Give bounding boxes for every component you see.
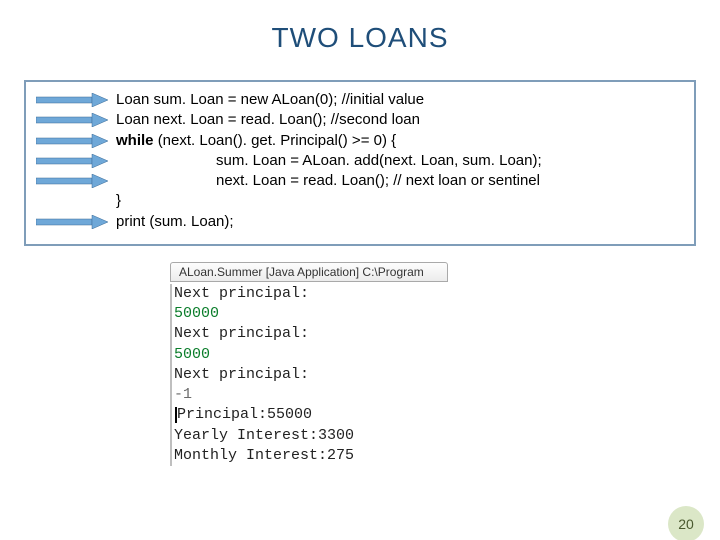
- code-line: Loan sum. Loan = new ALoan(0); //initial…: [36, 90, 684, 110]
- console-body: Next principal:50000Next principal:5000N…: [170, 284, 590, 466]
- page-number-badge: 20: [668, 506, 704, 540]
- console-line: 50000: [174, 304, 590, 324]
- console-line: Yearly Interest:3300: [174, 426, 590, 446]
- code-text: }: [116, 191, 121, 211]
- arrow-icon: [36, 174, 108, 188]
- arrow-icon: [36, 113, 108, 127]
- code-box: Loan sum. Loan = new ALoan(0); //initial…: [24, 80, 696, 246]
- console-panel: ALoan.Summer [Java Application] C:\Progr…: [170, 262, 590, 466]
- code-text: Loan sum. Loan = new ALoan(0); //initial…: [116, 90, 424, 110]
- code-line: Loan next. Loan = read. Loan(); //second…: [36, 110, 684, 130]
- console-line: -1: [174, 385, 590, 405]
- arrow-icon: [36, 154, 108, 168]
- console-tab: ALoan.Summer [Java Application] C:\Progr…: [170, 262, 448, 282]
- console-line: Next principal:: [174, 365, 590, 385]
- code-line: print (sum. Loan);: [36, 212, 684, 232]
- console-line: Next principal:: [174, 284, 590, 304]
- console-line: 5000: [174, 345, 590, 365]
- code-text: while (next. Loan(). get. Principal() >=…: [116, 131, 396, 151]
- code-line: while (next. Loan(). get. Principal() >=…: [36, 131, 684, 151]
- arrow-icon: [36, 134, 108, 148]
- console-line: Next principal:: [174, 324, 590, 344]
- slide-title: TWO LOANS: [0, 22, 720, 54]
- code-text: Loan next. Loan = read. Loan(); //second…: [116, 110, 420, 130]
- arrow-icon: [36, 93, 108, 107]
- code-text: print (sum. Loan);: [116, 212, 234, 232]
- code-line: }: [36, 191, 684, 211]
- console-line: Monthly Interest:275: [174, 446, 590, 466]
- code-text: sum. Loan = ALoan. add(next. Loan, sum. …: [116, 151, 542, 171]
- code-line: next. Loan = read. Loan(); // next loan …: [36, 171, 684, 191]
- console-line: Principal:55000: [174, 405, 590, 425]
- arrow-icon: [36, 215, 108, 229]
- code-line: sum. Loan = ALoan. add(next. Loan, sum. …: [36, 151, 684, 171]
- code-text: next. Loan = read. Loan(); // next loan …: [116, 171, 540, 191]
